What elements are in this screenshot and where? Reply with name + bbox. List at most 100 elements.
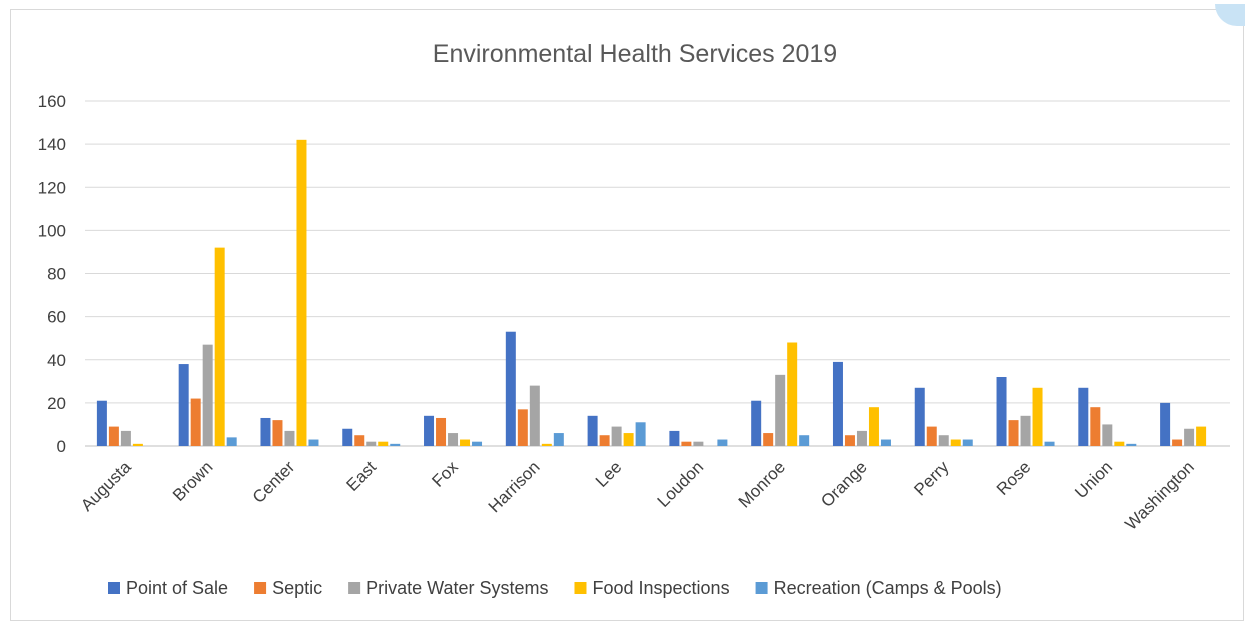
bar (763, 433, 774, 446)
bar (635, 422, 646, 446)
bar (378, 441, 389, 446)
bar (1044, 441, 1055, 446)
bars (96, 139, 1207, 446)
x-tick-label: Augusta (77, 457, 135, 515)
x-tick-label: Perry (910, 457, 953, 500)
x-tick-label: Center (249, 457, 299, 507)
x-tick-label: Lee (592, 457, 625, 490)
y-axis-ticks: 0 20 40 60 80 100 120 140 160 (38, 92, 66, 456)
bar (950, 439, 961, 446)
bar (1020, 415, 1031, 446)
bar (1160, 402, 1171, 446)
bar (424, 415, 435, 446)
bar (914, 387, 925, 446)
y-tick-label: 80 (47, 265, 66, 284)
bar (190, 398, 201, 446)
bar (693, 441, 704, 446)
bar (611, 426, 622, 446)
bar (529, 385, 540, 446)
bar (272, 420, 283, 446)
bar (296, 139, 307, 446)
bar (996, 377, 1007, 446)
bar (390, 443, 401, 446)
bar (926, 426, 937, 446)
legend-swatch (574, 582, 587, 594)
chart-title: Environmental Health Services 2019 (433, 40, 837, 68)
bar (505, 331, 516, 446)
x-tick-label: Fox (428, 457, 462, 491)
y-tick-label: 60 (47, 308, 66, 327)
x-tick-label: Monroe (735, 457, 789, 511)
bar (541, 443, 552, 446)
bar (669, 430, 680, 446)
bar (880, 439, 891, 446)
bar (599, 435, 610, 446)
bar (681, 441, 692, 446)
bar (832, 361, 843, 446)
x-tick-label: Union (1071, 457, 1116, 502)
bar (1032, 387, 1043, 446)
bar (587, 415, 598, 446)
corner-decoration (1215, 4, 1245, 26)
bar (1008, 420, 1019, 446)
y-tick-label: 160 (38, 92, 66, 111)
bar (1102, 424, 1113, 446)
bar (108, 426, 119, 446)
x-tick-label: Loudon (654, 457, 708, 511)
y-tick-label: 140 (38, 135, 66, 154)
bar (260, 417, 271, 446)
y-tick-label: 20 (47, 394, 66, 413)
legend: Point of Sale Septic Private Water Systems… (108, 578, 1002, 598)
bar (460, 439, 471, 446)
bar (787, 342, 798, 446)
bar (1196, 426, 1207, 446)
legend-label: Point of Sale (126, 578, 228, 598)
x-tick-label: Washington (1121, 457, 1197, 533)
x-tick-label: Rose (993, 457, 1034, 498)
legend-swatch (755, 582, 768, 594)
y-tick-label: 0 (57, 437, 66, 456)
bar (202, 344, 213, 446)
bar (284, 430, 295, 446)
legend-swatch (108, 582, 120, 594)
x-tick-label: Harrison (485, 457, 544, 516)
bar (120, 430, 131, 446)
bar (517, 409, 528, 446)
bar (308, 439, 319, 446)
bar (623, 433, 634, 446)
bar (96, 400, 107, 446)
bar (1184, 428, 1195, 446)
legend-label: Septic (272, 578, 322, 598)
gridlines (85, 100, 1230, 447)
bar (436, 417, 447, 446)
bar (553, 433, 564, 446)
x-tick-label: Brown (169, 457, 217, 505)
bar (214, 247, 225, 446)
y-tick-label: 120 (38, 178, 66, 197)
bar (448, 433, 459, 446)
bar (844, 435, 855, 446)
bar (226, 437, 237, 446)
bar (178, 364, 189, 446)
bar (962, 439, 973, 446)
legend-label: Private Water Systems (366, 578, 548, 598)
bar (717, 439, 728, 446)
bar (856, 430, 867, 446)
bar (938, 435, 949, 446)
legend-label: Recreation (Camps & Pools) (774, 578, 1002, 598)
bar (132, 443, 143, 446)
x-axis-ticks: Augusta Brown Center East Fox Harrison Lee Loud… (77, 457, 1198, 534)
bar (751, 400, 762, 446)
bar (1126, 443, 1137, 446)
bar (799, 435, 810, 446)
bar (342, 428, 353, 446)
bar (366, 441, 377, 446)
x-tick-label: East (343, 457, 381, 495)
x-tick-label: Orange (817, 457, 871, 511)
legend-swatch (348, 582, 361, 594)
bar (354, 435, 365, 446)
legend-label: Food Inspections (592, 578, 729, 598)
y-tick-label: 100 (38, 221, 66, 240)
legend-swatch (254, 582, 267, 594)
